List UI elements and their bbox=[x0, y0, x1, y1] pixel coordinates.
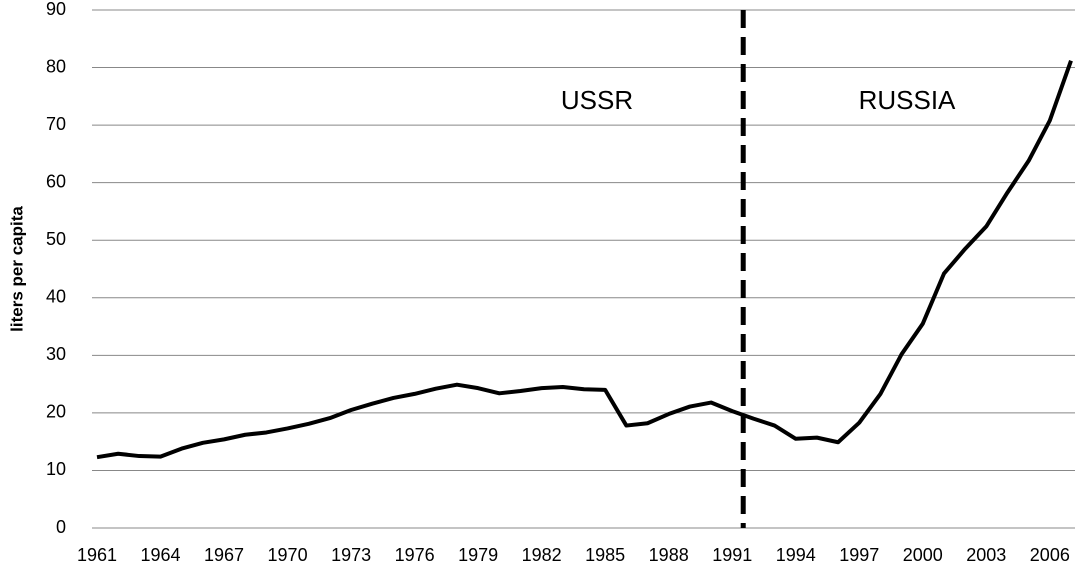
y-tick-label: 20 bbox=[46, 402, 66, 422]
y-tick-label: 80 bbox=[46, 56, 66, 76]
x-tick-label: 1973 bbox=[331, 545, 371, 565]
y-axis-title: liters per capita bbox=[7, 206, 26, 332]
x-tick-label: 2003 bbox=[966, 545, 1006, 565]
y-tick-label: 0 bbox=[56, 517, 66, 537]
x-tick-label: 1997 bbox=[839, 545, 879, 565]
x-tick-label: 1970 bbox=[268, 545, 308, 565]
x-tick-label: 1982 bbox=[522, 545, 562, 565]
y-tick-label: 60 bbox=[46, 171, 66, 191]
x-tick-label: 2006 bbox=[1030, 545, 1070, 565]
x-tick-label: 2000 bbox=[903, 545, 943, 565]
annotation: RUSSIA bbox=[859, 85, 956, 115]
y-tick-label: 70 bbox=[46, 114, 66, 134]
x-tick-label: 1964 bbox=[140, 545, 180, 565]
y-tick-label: 50 bbox=[46, 229, 66, 249]
x-tick-label: 1985 bbox=[585, 545, 625, 565]
x-tick-label: 1961 bbox=[77, 545, 117, 565]
x-tick-label: 1994 bbox=[776, 545, 816, 565]
x-tick-label: 1976 bbox=[395, 545, 435, 565]
y-tick-label: 90 bbox=[46, 0, 66, 19]
x-tick-label: 1979 bbox=[458, 545, 498, 565]
y-tick-label: 30 bbox=[46, 344, 66, 364]
x-tick-label: 1991 bbox=[712, 545, 752, 565]
annotation: USSR bbox=[561, 85, 633, 115]
y-tick-label: 10 bbox=[46, 459, 66, 479]
x-tick-label: 1988 bbox=[649, 545, 689, 565]
y-tick-label: 40 bbox=[46, 287, 66, 307]
x-tick-label: 1967 bbox=[204, 545, 244, 565]
data-line bbox=[96, 59, 1073, 460]
